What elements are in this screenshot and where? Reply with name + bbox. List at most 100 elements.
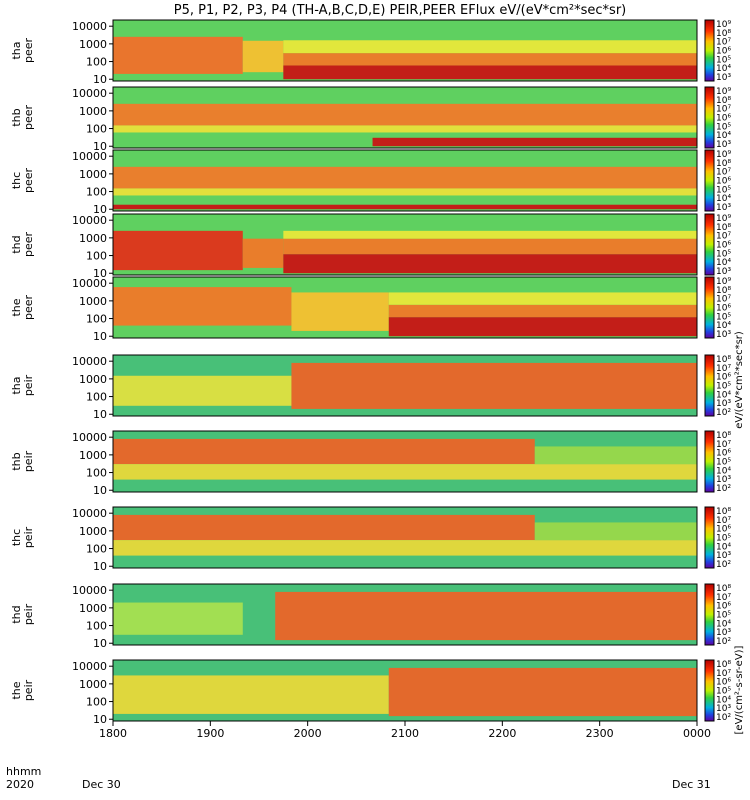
flux-band xyxy=(113,188,697,196)
flux-band xyxy=(113,103,697,126)
colorbar-tick-label: 10⁶ xyxy=(716,114,731,124)
colorbar-tick-label: 10⁷ xyxy=(716,364,731,374)
x-tick-label: 1800 xyxy=(99,727,127,740)
colorbar-tick-label: 10⁷ xyxy=(716,440,731,450)
colorbar-tick-label: 10³ xyxy=(716,551,731,561)
x-axis: 1800 1900 2000 2100 2200 2300 0000 xyxy=(99,721,711,740)
colorbar-tick-label: 10⁵ xyxy=(716,55,731,65)
colorbar-tick-label: 10⁵ xyxy=(716,611,731,621)
colorbar-tick-label: 10⁸ xyxy=(716,660,731,670)
colorbar-tick-label: 10³ xyxy=(716,399,731,409)
y-tick-label: 10 xyxy=(93,560,107,573)
colorbar-tick-label: 10⁹ xyxy=(716,87,731,97)
panel-ylabel-probe: tha xyxy=(10,376,23,394)
colorbar-tick-label: 10⁶ xyxy=(716,678,731,688)
flux-band xyxy=(388,304,697,318)
colorbar-tick-label: 10⁶ xyxy=(716,373,731,383)
colorbar-tick-label: 10⁴ xyxy=(716,542,731,552)
colorbar xyxy=(704,276,715,339)
panel-ylabel: thbpeer xyxy=(10,105,35,131)
panel-ylabel-probe: tha xyxy=(10,41,23,59)
colorbar-tick-label: 10⁴ xyxy=(716,131,731,141)
x-end-date-label: Dec 31 xyxy=(672,778,711,791)
panel-ylabel: thdpeir xyxy=(10,603,35,625)
y-tick-label: 1000 xyxy=(79,168,107,181)
flux-band xyxy=(372,137,697,147)
colorbar-tick-label: 10⁶ xyxy=(716,177,731,187)
panel-thc-peer: thcpeer 10 100 1000 10000 10⁹10⁸10⁷10⁶10⁵10⁴1… xyxy=(10,149,731,216)
colorbar-tick-label: 10⁶ xyxy=(716,525,731,535)
colorbar-tick-label: 10³ xyxy=(716,203,731,213)
panel-thc-peir: thcpeir 10 100 1000 10000 10⁸10⁷10⁶10⁵10⁴10³1… xyxy=(10,506,731,573)
panel-thd-peer: thdpeer 10 100 1000 10000 10⁹10⁸10⁷10⁶10⁵10⁴1… xyxy=(10,213,731,280)
colorbar-tick-label: 10⁷ xyxy=(716,516,731,526)
panel-thb-peer: thbpeer 10 100 1000 10000 10⁹10⁸10⁷10⁶10⁵10⁴1… xyxy=(10,86,731,153)
y-tick-label: 10 xyxy=(93,140,107,153)
panel-ylabel-species: peer xyxy=(22,295,35,321)
colorbar-tick-label: 10² xyxy=(716,408,731,418)
x-tick-label: 2300 xyxy=(586,727,614,740)
panel-ylabel: thcpeir xyxy=(10,526,35,548)
y-tick-label: 1000 xyxy=(79,678,107,691)
flux-band xyxy=(291,292,389,331)
panel-ylabel-probe: thc xyxy=(10,172,23,189)
panel-ylabel-species: peir xyxy=(22,679,35,701)
colorbar xyxy=(704,149,715,212)
colorbar-tick-label: 10³ xyxy=(716,704,731,714)
y-tick-label: 1000 xyxy=(79,105,107,118)
colorbar-tick-label: 10⁶ xyxy=(716,241,731,251)
colorbar-tick-label: 10⁵ xyxy=(716,382,731,392)
flux-band xyxy=(113,125,697,133)
panel-tha-peir: thapeir 10 100 1000 10000 10⁸10⁷10⁶10⁵10⁴10³1… xyxy=(10,354,731,421)
colorbar-tick-label: 10⁵ xyxy=(716,534,731,544)
y-tick-label: 1000 xyxy=(79,232,107,245)
flux-band xyxy=(283,65,697,80)
colorbar-tick-label: 10⁹ xyxy=(716,214,731,224)
panel-ylabel-probe: thd xyxy=(10,605,23,623)
panel-tha-peer: thapeer 10 100 1000 10000 10⁹10⁸10⁷10⁶10⁵10⁴1… xyxy=(10,19,731,86)
colorbar-tick-label: 10⁴ xyxy=(716,619,731,629)
colorbar-axis-label-bottom: [eV/(cm²-s-sr-eV)] xyxy=(734,645,745,734)
y-tick-label: 10000 xyxy=(72,87,107,100)
panel-frame xyxy=(112,430,698,493)
colorbar-tick-label: 10⁷ xyxy=(716,593,731,603)
flux-band xyxy=(534,522,697,541)
y-tick-label: 10000 xyxy=(72,431,107,444)
colorbar-tick-label: 10⁴ xyxy=(716,321,731,331)
colorbar-tick-label: 10⁸ xyxy=(716,29,731,39)
flux-band xyxy=(113,166,697,189)
panel-frame xyxy=(112,19,698,82)
colorbar xyxy=(704,583,715,646)
flux-band xyxy=(283,238,697,255)
y-tick-label: 1000 xyxy=(79,295,107,308)
panel-frame xyxy=(112,583,698,646)
colorbar-tick-label: 10⁴ xyxy=(716,64,731,74)
colorbar-tick-label: 10⁸ xyxy=(716,507,731,517)
panel-ylabel: thepeer xyxy=(10,295,35,321)
flux-band xyxy=(283,40,697,54)
panel-ylabel-species: peer xyxy=(22,168,35,194)
colorbar-tick-label: 10⁹ xyxy=(716,20,731,30)
y-tick-label: 100 xyxy=(86,391,107,404)
colorbar-tick-label: 10² xyxy=(716,484,731,494)
panel-ylabel: thcpeer xyxy=(10,168,35,194)
flux-band xyxy=(113,204,697,210)
panel-ylabel-species: peer xyxy=(22,38,35,64)
y-tick-label: 10000 xyxy=(72,277,107,290)
colorbar-tick-label: 10⁷ xyxy=(716,105,731,115)
panel-frame xyxy=(112,149,698,212)
flux-band xyxy=(388,292,697,305)
colorbar xyxy=(704,659,715,722)
colorbar xyxy=(704,354,715,417)
y-tick-label: 10000 xyxy=(72,660,107,673)
colorbar-tick-label: 10⁶ xyxy=(716,304,731,314)
colorbar-tick-label: 10⁶ xyxy=(716,47,731,57)
colorbar-tick-label: 10⁷ xyxy=(716,295,731,305)
panel-ylabel-species: peer xyxy=(22,105,35,131)
panel-ylabel: thepeir xyxy=(10,679,35,701)
flux-band xyxy=(113,36,243,74)
panel-ylabel-probe: the xyxy=(10,681,23,699)
flux-band xyxy=(283,230,697,239)
colorbar-tick-label: 10⁷ xyxy=(716,232,731,242)
